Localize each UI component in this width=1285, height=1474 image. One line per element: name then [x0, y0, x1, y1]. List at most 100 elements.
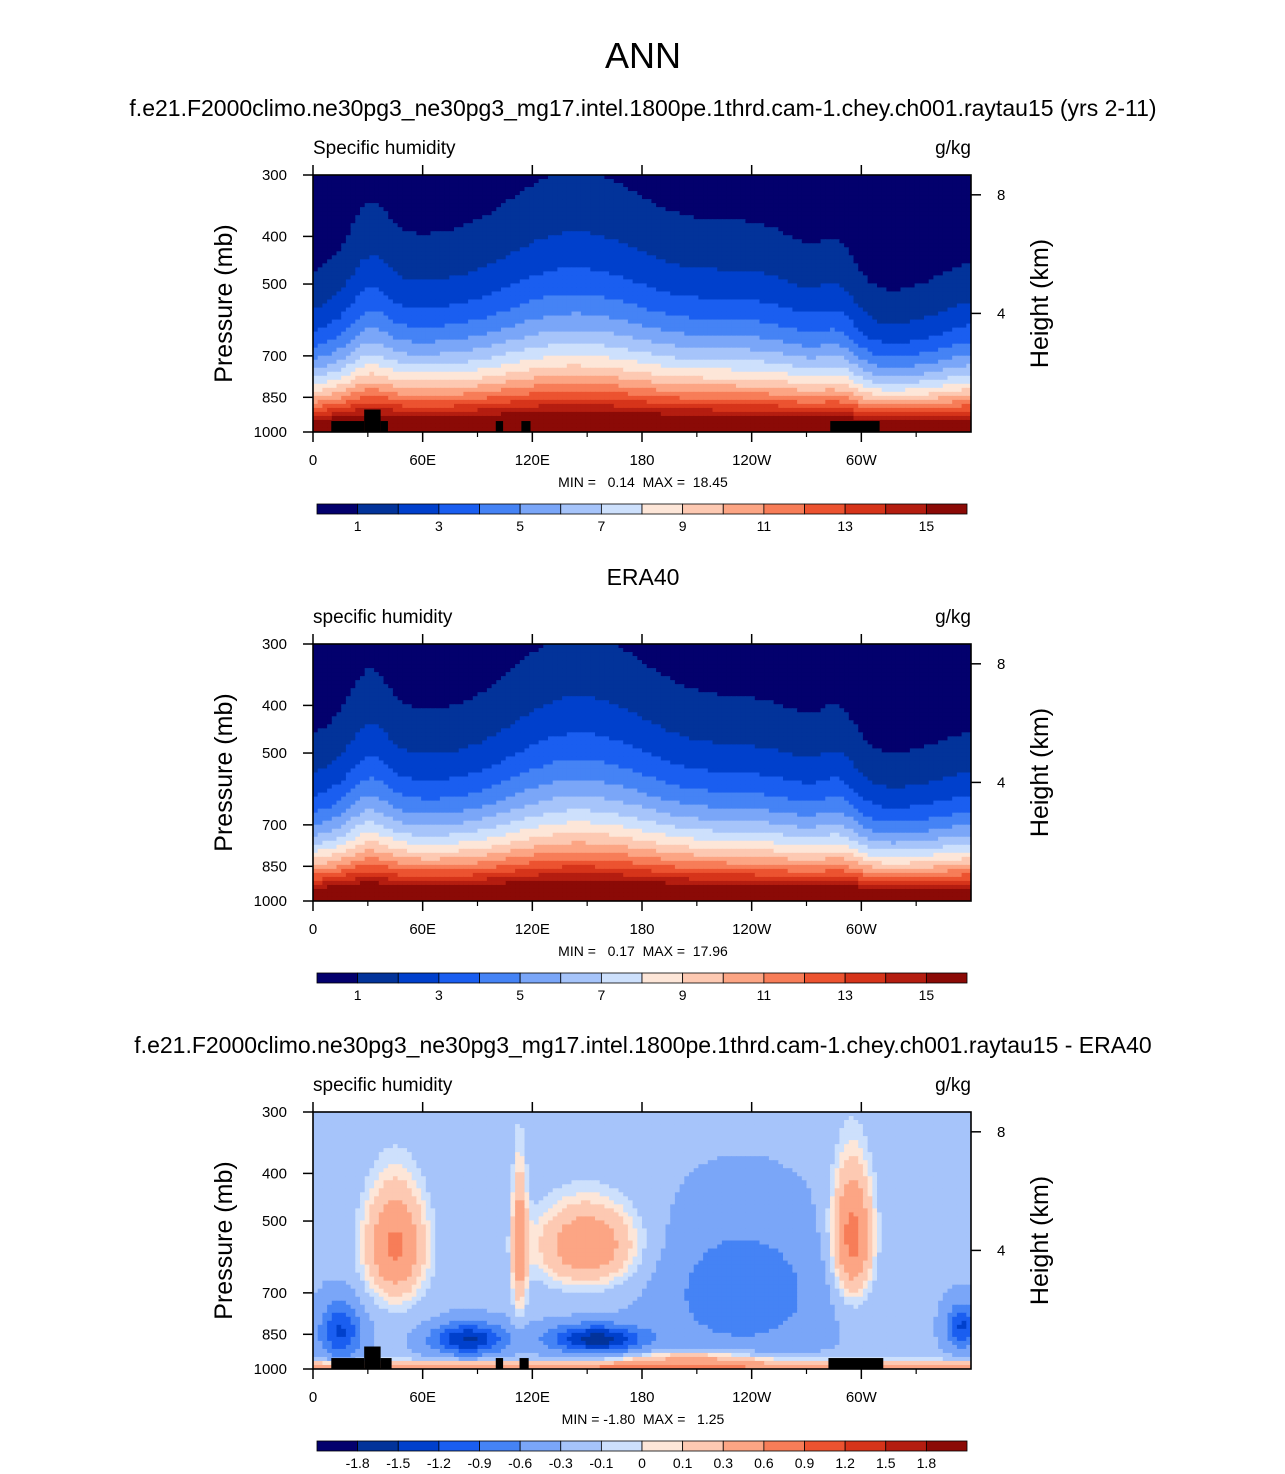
- heatmap-cell: [736, 295, 742, 301]
- heatmap-cell: [961, 175, 967, 180]
- heatmap-cell: [656, 175, 662, 180]
- heatmap-cell: [961, 199, 967, 204]
- heatmap-cell: [595, 279, 601, 285]
- heatmap-cell: [510, 255, 516, 260]
- heatmap-cell: [952, 255, 958, 260]
- heatmap-cell: [924, 203, 930, 208]
- heatmap-cell: [543, 259, 549, 264]
- heatmap-cell: [501, 315, 507, 321]
- heatmap-cell: [425, 279, 432, 285]
- heatmap-cell: [407, 259, 413, 264]
- heatmap-cell: [331, 299, 338, 305]
- heatmap-cell: [778, 263, 784, 268]
- heatmap-cell: [660, 195, 667, 200]
- heatmap-cell: [707, 215, 714, 220]
- heatmap-cell: [322, 255, 328, 260]
- heatmap-cell: [815, 251, 822, 256]
- heatmap-cell: [519, 303, 526, 309]
- heatmap-cell: [632, 251, 638, 256]
- heatmap-cell: [552, 275, 558, 281]
- heatmap-cell: [317, 191, 323, 196]
- heatmap-cell: [595, 207, 601, 212]
- heatmap-cell: [486, 259, 493, 264]
- heatmap-cell: [529, 211, 535, 216]
- heatmap-cell: [731, 255, 737, 260]
- heatmap-cell: [496, 207, 502, 212]
- heatmap-cell: [660, 187, 667, 192]
- heatmap-cell: [792, 175, 798, 180]
- heatmap-cell: [966, 215, 971, 220]
- heatmap-cell: [919, 187, 925, 192]
- heatmap-cell: [458, 199, 464, 204]
- heatmap-cell: [834, 311, 840, 317]
- heatmap-cell: [571, 251, 577, 256]
- heatmap-cell: [392, 247, 399, 252]
- heatmap-cell: [966, 275, 971, 281]
- heatmap-cell: [726, 235, 732, 240]
- heatmap-cell: [792, 243, 798, 248]
- heatmap-cell: [618, 235, 624, 240]
- heatmap-cell: [416, 263, 422, 268]
- heatmap-cell: [585, 231, 591, 236]
- heatmap-cell: [538, 259, 544, 264]
- heatmap-cell: [947, 283, 953, 289]
- heatmap-cell: [646, 263, 652, 268]
- heatmap-cell: [905, 199, 911, 204]
- heatmap-cell: [801, 187, 808, 192]
- heatmap-cell: [421, 211, 427, 216]
- heatmap-cell: [595, 211, 601, 216]
- heatmap-cell: [364, 223, 370, 228]
- heatmap-cell: [331, 235, 338, 240]
- heatmap-cell: [580, 275, 587, 281]
- heatmap-cell: [773, 243, 779, 248]
- heatmap-cell: [407, 263, 413, 268]
- heatmap-cell: [928, 179, 934, 184]
- heatmap-cell: [698, 287, 704, 293]
- heatmap-cell: [848, 191, 855, 196]
- heatmap-cell: [435, 307, 441, 313]
- heatmap-cell: [552, 247, 558, 252]
- heatmap-cell: [754, 303, 761, 309]
- heatmap-cell: [862, 203, 869, 208]
- heatmap-cell: [566, 251, 573, 256]
- heatmap-cell: [689, 187, 695, 192]
- heatmap-cell: [472, 243, 479, 248]
- heatmap-cell: [717, 283, 723, 289]
- heatmap-cell: [642, 195, 648, 200]
- heatmap-cell: [468, 235, 474, 240]
- heatmap-cell: [331, 203, 338, 208]
- heatmap-cell: [613, 223, 620, 228]
- heatmap-cell: [439, 211, 446, 216]
- heatmap-cell: [360, 239, 366, 244]
- heatmap-cell: [867, 283, 873, 289]
- heatmap-cell: [956, 211, 963, 216]
- heatmap-cell: [806, 191, 812, 196]
- heatmap-cell: [703, 227, 709, 232]
- heatmap-cell: [313, 203, 319, 208]
- heatmap-cell: [317, 227, 323, 232]
- heatmap-cell: [392, 187, 399, 192]
- heatmap-cell: [801, 207, 808, 212]
- heatmap-cell: [378, 287, 385, 293]
- heatmap-cell: [745, 175, 751, 180]
- heatmap-cell: [533, 219, 540, 224]
- heatmap-cell: [595, 191, 601, 196]
- heatmap-cell: [543, 251, 549, 256]
- heatmap-cell: [783, 295, 789, 301]
- heatmap-cell: [773, 219, 779, 224]
- heatmap-cell: [430, 287, 436, 293]
- heatmap-cell: [378, 227, 385, 232]
- heatmap-cell: [961, 195, 967, 200]
- heatmap-cell: [566, 303, 573, 309]
- heatmap-cell: [543, 275, 549, 281]
- heatmap-cell: [533, 263, 540, 268]
- heatmap-cell: [463, 211, 469, 216]
- heatmap-cell: [848, 251, 855, 256]
- heatmap-cell: [787, 255, 793, 260]
- heatmap-cell: [566, 195, 573, 200]
- heatmap-cell: [515, 263, 521, 268]
- heatmap-cell: [745, 259, 751, 264]
- heatmap-cell: [830, 295, 836, 301]
- heatmap-cell: [740, 283, 746, 289]
- heatmap-cell: [909, 199, 916, 204]
